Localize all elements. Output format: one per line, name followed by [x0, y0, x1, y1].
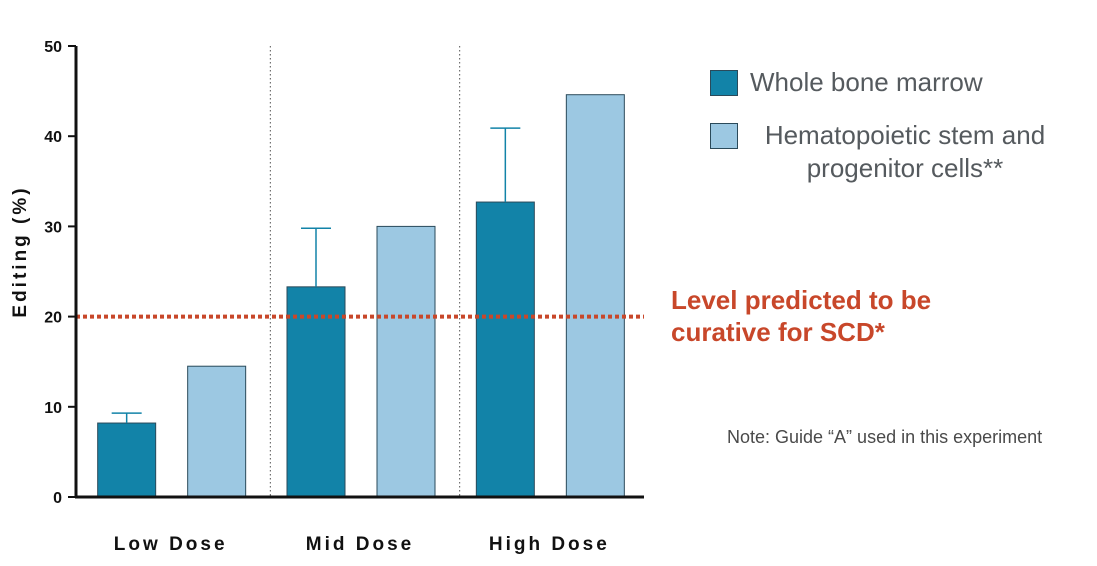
y-axis-label: Editing (%) [10, 185, 31, 317]
legend-label-whole-bone-marrow: Whole bone marrow [750, 67, 983, 97]
legend: Whole bone marrow Hematopoietic stem and… [710, 66, 1090, 205]
legend-swatch-whole-bone-marrow [710, 70, 738, 96]
y-tick-label: 10 [44, 400, 62, 417]
legend-swatch-hspc [710, 123, 738, 149]
y-tick-label: 30 [44, 219, 62, 236]
bar [376, 225, 436, 498]
error-bars-group [111, 127, 521, 424]
bar [475, 201, 535, 498]
bars-group [97, 94, 625, 498]
experiment-note: Note: Guide “A” used in this experiment [727, 427, 1043, 447]
threshold-annotation: Level predicted to be curative for SCD* [671, 284, 1001, 348]
y-tick-label: 50 [44, 39, 62, 56]
x-category-label: Low Dose [114, 534, 228, 555]
y-ticks-group: 0 10 20 30 40 50 [44, 39, 76, 507]
threshold-annotation-line1: Level predicted to be [671, 285, 932, 315]
y-tick-label: 20 [44, 310, 62, 327]
y-tick-label: 40 [44, 129, 62, 146]
legend-item-hspc: Hematopoietic stem and progenitor cells*… [710, 119, 1090, 185]
x-category-label: High Dose [489, 534, 610, 555]
bar [565, 94, 625, 498]
group-dividers [269, 46, 461, 497]
x-category-labels: Low Dose Mid Dose High Dose [114, 534, 610, 555]
y-tick-label: 0 [53, 490, 62, 507]
legend-label-hspc: Hematopoietic stem and progenitor cells*… [764, 120, 1046, 183]
legend-item-whole-bone-marrow: Whole bone marrow [710, 66, 1090, 99]
threshold-annotation-line2: curative for SCD* [671, 317, 885, 347]
x-category-label: Mid Dose [306, 534, 414, 555]
bar [97, 422, 157, 498]
bar [187, 365, 247, 498]
